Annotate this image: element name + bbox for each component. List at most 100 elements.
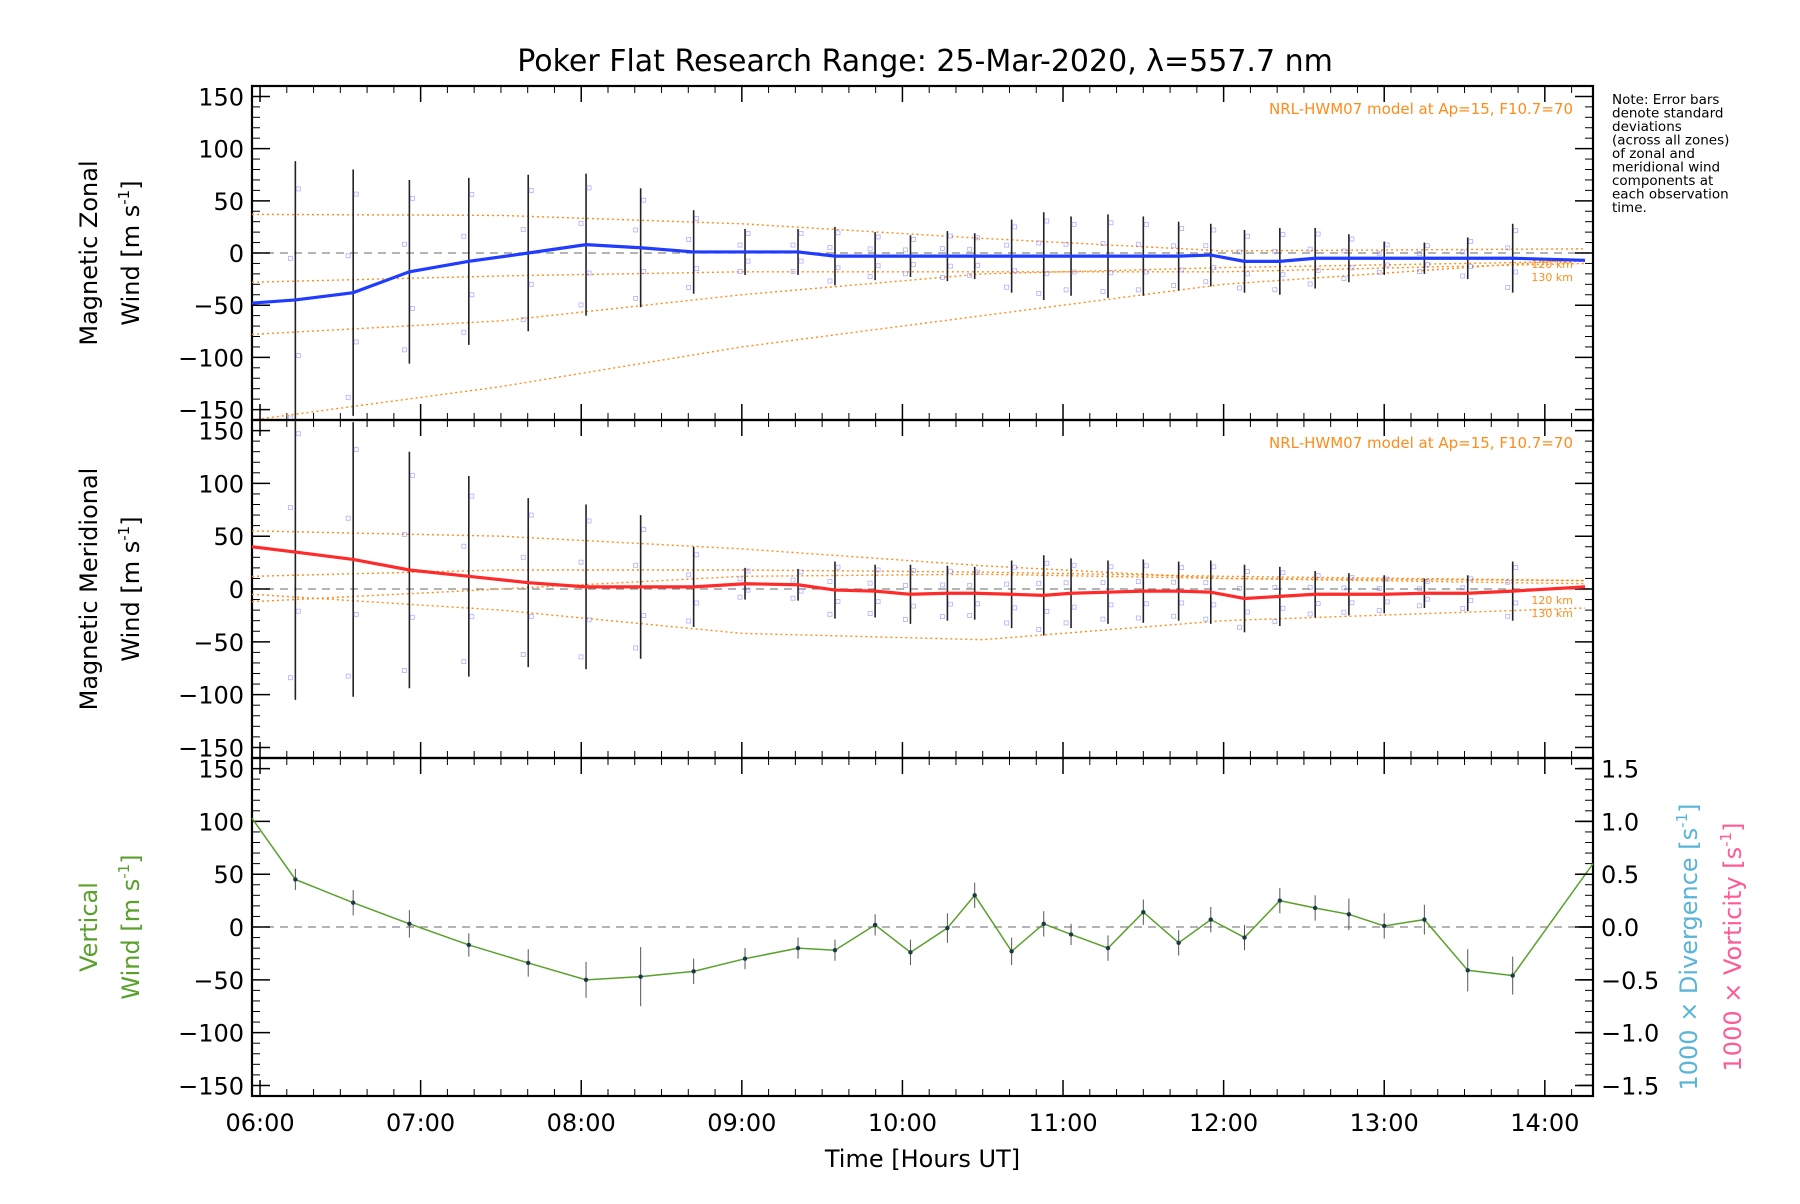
y-axis-label-sup: -1	[115, 190, 133, 205]
scatter-marker	[353, 339, 359, 345]
scatter-marker	[1272, 619, 1278, 624]
panels-group: −150 −100 −50 0 50 100 150 Magnetic Zonal Wind […	[75, 83, 1747, 1173]
scatter-marker	[1349, 265, 1355, 271]
y2-tick-label: 1.0	[1601, 808, 1639, 836]
scatter-marker	[528, 614, 534, 619]
scatter-marker	[520, 317, 526, 322]
scatter-marker	[287, 505, 293, 511]
y2-tick-label: 0.0	[1601, 914, 1639, 942]
scatter-marker	[835, 599, 841, 604]
scatter-marker	[578, 654, 584, 660]
scatter-marker	[1513, 565, 1519, 570]
scatter-marker	[1135, 287, 1141, 293]
x-tick-label: 11:00	[1028, 1109, 1097, 1137]
note-line: of zonal and	[1612, 146, 1695, 162]
scatter-marker	[1071, 604, 1077, 610]
y2-label-divergence-sup: -1	[1673, 813, 1691, 828]
x-tick-label: 08:00	[547, 1109, 616, 1137]
data-point	[1346, 912, 1352, 917]
scatter-marker	[578, 559, 584, 565]
scatter-marker	[827, 611, 833, 617]
scatter-marker	[1171, 579, 1177, 585]
data-point	[945, 925, 950, 931]
y-tick-label: −150	[178, 734, 244, 762]
scatter-marker	[1179, 267, 1185, 273]
scatter-marker	[1505, 245, 1511, 251]
scatter-marker	[1143, 269, 1149, 275]
scatter-marker	[1349, 574, 1355, 580]
data-point	[795, 945, 801, 951]
scatter-marker	[1036, 290, 1042, 296]
scatter-marker	[1203, 279, 1209, 285]
note-line: deviations	[1612, 119, 1682, 135]
model-curve	[251, 569, 1585, 582]
y-tick-label: 0	[229, 240, 244, 268]
note-line: denote standard	[1612, 106, 1723, 122]
scatter-marker	[409, 614, 415, 620]
scatter-marker	[1211, 564, 1217, 570]
scatter-marker	[947, 263, 953, 269]
series-line	[251, 243, 1586, 305]
scatter-marker	[1272, 585, 1278, 590]
scatter-marker	[1036, 580, 1042, 586]
scatter-marker	[1272, 287, 1278, 293]
scatter-marker	[867, 246, 873, 252]
y-tick-label: −150	[178, 397, 244, 425]
scatter-marker	[1063, 287, 1069, 293]
scatter-marker	[586, 185, 592, 191]
data-point	[1382, 923, 1387, 929]
scatter-marker	[641, 613, 647, 619]
scatter-marker	[1341, 609, 1347, 615]
scatter-marker	[745, 587, 751, 593]
scatter-marker	[641, 527, 647, 532]
scatter-marker	[1012, 224, 1018, 230]
scatter-marker	[1424, 243, 1430, 249]
scatter-marker	[1044, 271, 1050, 277]
scatter-marker	[694, 600, 700, 606]
scatter-marker	[1135, 579, 1141, 585]
scatter-marker	[1505, 285, 1511, 290]
scatter-marker	[345, 515, 351, 521]
scatter-marker	[911, 603, 916, 609]
scatter-marker	[790, 577, 796, 583]
scatter-marker	[745, 231, 751, 236]
scatter-marker	[1505, 613, 1511, 619]
scatter-marker	[967, 613, 973, 619]
scatter-marker	[1460, 585, 1466, 591]
y2-label-vorticity-text: 1000 × Vorticity [s	[1719, 847, 1747, 1072]
scatter-marker	[975, 601, 981, 607]
scatter-marker	[287, 255, 293, 261]
model-curve	[251, 593, 1585, 641]
scatter-marker	[694, 216, 700, 221]
scatter-marker	[798, 231, 804, 236]
scatter-marker	[686, 285, 692, 290]
scatter-marker	[1424, 578, 1430, 584]
y2-tick-label: 1.5	[1601, 756, 1639, 784]
scatter-marker	[633, 295, 639, 301]
scatter-marker	[295, 608, 301, 614]
scatter-marker	[520, 227, 526, 232]
scatter-marker	[1071, 269, 1077, 275]
y-tick-label: −100	[178, 682, 244, 710]
data-point	[350, 900, 356, 905]
scatter-marker	[947, 601, 953, 607]
scatter-marker	[578, 220, 584, 226]
scatter-marker	[345, 394, 351, 400]
scatter-marker	[1108, 270, 1114, 276]
scatter-marker	[1143, 563, 1149, 569]
scatter-marker	[737, 242, 743, 248]
model-label: NRL-HWM07 model at Ap=15, F10.7=70	[1269, 100, 1573, 118]
y-axis-label-text: Wind [m s	[117, 205, 145, 326]
scatter-marker	[798, 258, 804, 264]
scatter-marker	[867, 580, 873, 586]
alt-label-120: 120 km	[1531, 594, 1573, 607]
scatter-marker	[1245, 233, 1250, 239]
y-tick-label: −100	[178, 344, 244, 372]
scatter-marker	[1416, 586, 1422, 592]
scatter-marker	[745, 568, 751, 574]
data-point	[1176, 940, 1181, 946]
scatter-marker	[939, 614, 945, 619]
scatter-marker	[409, 195, 415, 201]
y-tick-label: 150	[198, 83, 244, 111]
